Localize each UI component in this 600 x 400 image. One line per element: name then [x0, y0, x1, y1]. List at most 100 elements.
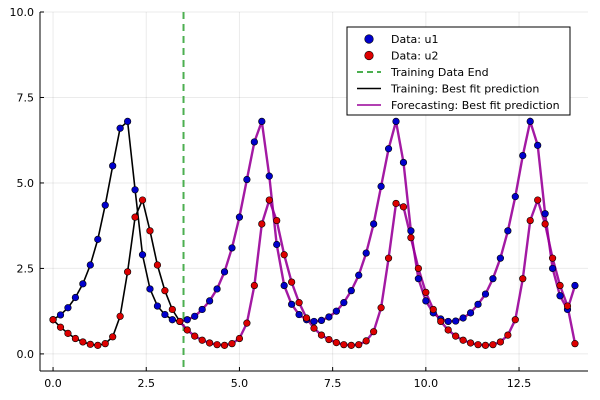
u1-point-49 [414, 275, 422, 283]
u2-point-28 [258, 220, 266, 228]
u1-point-40 [347, 287, 355, 295]
u2-point-41 [355, 341, 363, 349]
u1-point-50 [422, 297, 430, 305]
u2-point-52 [437, 317, 445, 326]
u1-point-3 [71, 293, 80, 302]
u1-point-70 [571, 281, 579, 290]
u1-point-21 [206, 297, 214, 305]
legend-label-2: Training Data End [390, 66, 489, 79]
u2-point-19 [191, 332, 199, 340]
u2-point-35 [310, 324, 318, 332]
u1-point-13 [146, 285, 154, 293]
u2-point-22 [213, 341, 221, 349]
u2-point-6 [94, 341, 102, 349]
x-tick-label-2: 5.0 [231, 377, 249, 390]
u2-point-38 [332, 339, 340, 347]
u2-point-63 [519, 275, 527, 283]
u2-point-26 [243, 319, 251, 327]
u1-point-14 [153, 302, 162, 310]
u2-point-24 [228, 340, 236, 348]
u1-point-46 [392, 117, 400, 126]
u1-point-33 [295, 310, 303, 319]
y-tick-label-2: 5.0 [17, 177, 35, 190]
u2-point-31 [280, 251, 288, 259]
u2-point-65 [534, 196, 542, 204]
x-tick-label-4: 10.0 [414, 377, 439, 390]
u2-point-14 [153, 261, 162, 269]
u1-point-2 [64, 304, 72, 312]
u2-point-20 [198, 336, 206, 344]
u1-point-61 [504, 227, 512, 235]
u1-point-5 [86, 261, 94, 269]
tick-labels: 0.0 2.5 5.0 7.5 10.0 12.5 0.0 2.5 5.0 7.5 10.0 [10, 6, 532, 390]
u2-point-36 [317, 331, 326, 339]
u1-point-12 [138, 251, 147, 259]
u2-point-25 [235, 334, 244, 343]
u2-point-55 [459, 336, 467, 344]
u1-point-6 [94, 235, 102, 243]
u2-point-67 [548, 254, 557, 262]
y-tick-label-1: 2.5 [17, 262, 35, 275]
u2-point-45 [384, 254, 393, 262]
x-tick-label-1: 2.5 [137, 377, 155, 390]
u2-point-43 [370, 328, 378, 336]
x-tick-label-3: 7.5 [324, 377, 342, 390]
u1-point-35 [310, 317, 318, 326]
u2-point-68 [556, 281, 564, 290]
u1-point-65 [534, 141, 542, 149]
u1-point-20 [198, 305, 206, 314]
u2-point-62 [511, 316, 519, 324]
u2-point-21 [206, 339, 214, 347]
u2-point-61 [504, 331, 512, 339]
u1-point-63 [519, 152, 527, 160]
u1-point-45 [384, 145, 393, 153]
u2-point-48 [407, 234, 415, 242]
u1-point-4 [79, 280, 87, 288]
legend-label-1: Data: u2 [391, 50, 438, 63]
u2-point-60 [496, 338, 504, 346]
u2-point-70 [571, 340, 579, 348]
u2-point-58 [481, 341, 490, 349]
u1-point-22 [213, 285, 221, 293]
u1-point-29 [265, 172, 273, 180]
u2-point-5 [86, 340, 94, 348]
u2-point-30 [273, 216, 281, 225]
u1-point-24 [228, 244, 236, 252]
u2-point-69 [563, 302, 572, 310]
u1-point-38 [332, 307, 340, 315]
u1-point-57 [474, 300, 482, 308]
u2-point-10 [124, 268, 132, 276]
u1-point-56 [466, 309, 475, 317]
u1-point-60 [496, 254, 504, 262]
u1-point-39 [340, 299, 348, 307]
legend-label-3: Training: Best fit prediction [390, 83, 539, 96]
y-tick-label-0: 0.0 [17, 348, 35, 361]
u2-point-17 [176, 317, 184, 326]
u1-point-37 [325, 313, 333, 321]
u1-point-15 [161, 310, 169, 319]
u2-point-53 [444, 326, 452, 334]
u1-point-30 [273, 240, 281, 249]
u1-point-27 [250, 138, 258, 146]
u1-point-62 [511, 193, 519, 201]
u1-point-11 [131, 186, 139, 194]
u1-point-53 [444, 317, 452, 326]
u1-point-64 [526, 117, 534, 126]
y-tick-label-4: 10.0 [10, 6, 35, 19]
u1-point-8 [109, 162, 117, 170]
u1-point-55 [459, 314, 467, 322]
u2-point-1 [56, 323, 65, 331]
u1-point-28 [258, 117, 266, 126]
legend-marker-0 [364, 34, 374, 44]
u2-point-66 [541, 220, 549, 228]
u2-point-9 [116, 312, 124, 320]
u2-point-64 [526, 216, 534, 225]
u1-point-66 [541, 210, 549, 218]
u2-point-23 [220, 341, 229, 349]
u2-point-8 [109, 333, 117, 341]
u2-point-18 [183, 326, 191, 334]
axes [39, 12, 588, 372]
u1-point-68 [556, 292, 564, 300]
u1-point-47 [399, 158, 408, 167]
